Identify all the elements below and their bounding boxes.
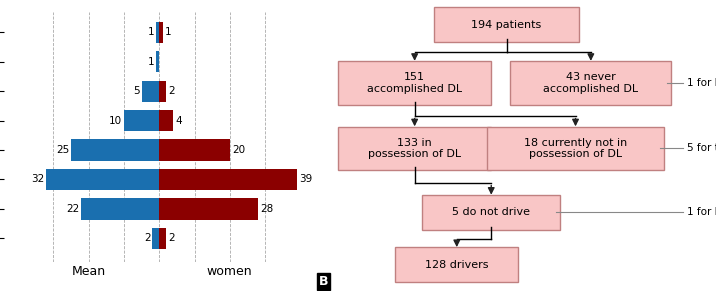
Text: 18 currently not in
possession of DL: 18 currently not in possession of DL: [524, 138, 627, 159]
Text: 5 do not drive: 5 do not drive: [453, 207, 531, 217]
Text: 10: 10: [109, 116, 122, 126]
Bar: [160, 139, 230, 161]
FancyBboxPatch shape: [511, 61, 672, 105]
FancyBboxPatch shape: [338, 61, 491, 105]
Text: 5 for their sight: 5 for their sight: [687, 143, 716, 153]
Bar: [142, 81, 160, 102]
Bar: [71, 139, 160, 161]
Text: 4: 4: [175, 116, 182, 126]
Text: women: women: [207, 265, 252, 278]
FancyBboxPatch shape: [338, 127, 491, 170]
Bar: [160, 110, 173, 131]
Text: 39: 39: [299, 175, 312, 184]
FancyBboxPatch shape: [422, 195, 560, 230]
Text: 1: 1: [165, 27, 171, 37]
Bar: [156, 22, 160, 43]
Text: 28: 28: [260, 204, 274, 214]
Text: 1 for his sight: 1 for his sight: [687, 207, 716, 217]
Text: 151
accomplished DL: 151 accomplished DL: [367, 72, 463, 94]
Bar: [156, 51, 160, 72]
FancyBboxPatch shape: [434, 7, 579, 42]
Bar: [160, 228, 166, 249]
Text: 2: 2: [168, 86, 175, 96]
Text: 32: 32: [31, 175, 44, 184]
Text: 5: 5: [133, 86, 140, 96]
Text: Mean: Mean: [72, 265, 106, 278]
Text: 128 drivers: 128 drivers: [425, 260, 488, 270]
Bar: [46, 169, 160, 190]
Bar: [160, 81, 166, 102]
Text: 1 for his sight: 1 for his sight: [687, 78, 716, 88]
Text: 133 in
possession of DL: 133 in possession of DL: [368, 138, 461, 159]
FancyBboxPatch shape: [488, 127, 664, 170]
Bar: [160, 169, 297, 190]
Text: 20: 20: [232, 145, 245, 155]
Bar: [153, 228, 160, 249]
Text: 25: 25: [56, 145, 69, 155]
FancyBboxPatch shape: [395, 247, 518, 282]
Text: 1: 1: [147, 27, 154, 37]
Bar: [124, 110, 160, 131]
Text: 2: 2: [144, 233, 150, 243]
Text: 2: 2: [168, 233, 175, 243]
Bar: [160, 22, 163, 43]
Text: B: B: [319, 275, 329, 288]
Bar: [160, 198, 258, 219]
Text: 22: 22: [67, 204, 79, 214]
Text: 1: 1: [147, 57, 154, 67]
Bar: [82, 198, 160, 219]
Text: 43 never
accomplished DL: 43 never accomplished DL: [543, 72, 639, 94]
Text: 194 patients: 194 patients: [471, 20, 542, 30]
